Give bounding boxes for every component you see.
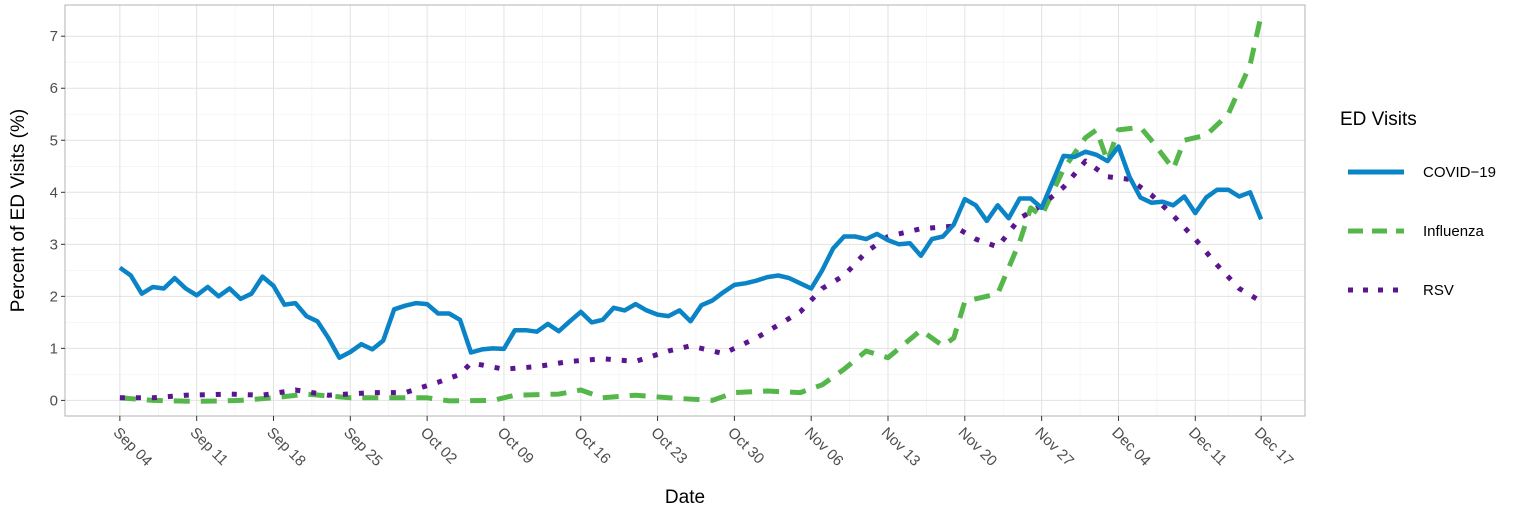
- series-line: [119, 158, 1263, 401]
- x-tick-label: Nov 27: [1031, 424, 1077, 470]
- legend-label: COVID−19: [1423, 164, 1496, 181]
- legend: ED Visits COVID−19 Influenza RSV: [1340, 109, 1496, 299]
- y-tick-label: 6: [50, 80, 58, 97]
- x-tick-label: Oct 30: [724, 424, 767, 467]
- x-tick-label: Nov 06: [801, 424, 847, 470]
- panel-border: [64, 4, 1306, 417]
- legend-label: Influenza: [1423, 223, 1485, 240]
- x-tick-label: Sep 11: [186, 424, 231, 469]
- x-tick-label: Dec 11: [1185, 424, 1230, 469]
- y-tick-label: 5: [50, 132, 58, 149]
- x-tick-label: Nov 13: [878, 424, 924, 470]
- x-tick-label: Sep 04: [110, 424, 156, 470]
- grid: [65, 5, 1305, 416]
- x-axis-title: Date: [665, 487, 705, 508]
- x-tick-label: Nov 20: [955, 424, 1001, 470]
- x-axis: Sep 04 Sep 11 Sep 18 Sep 25 Oct 02 Oct 09 Oct …: [110, 416, 1297, 470]
- x-tick-label: Dec 04: [1108, 424, 1154, 470]
- legend-label: RSV: [1423, 282, 1454, 299]
- y-tick-label: 7: [50, 28, 58, 45]
- x-tick-label: Sep 18: [263, 424, 309, 470]
- x-tick-label: Oct 09: [494, 424, 537, 467]
- x-tick-label: Oct 02: [417, 424, 460, 467]
- series-layer: [118, 14, 1264, 404]
- y-tick-label: 0: [50, 392, 58, 409]
- y-tick-label: 4: [50, 184, 58, 201]
- y-axis-title: Percent of ED Visits (%): [8, 109, 29, 312]
- x-tick-label: Oct 16: [571, 424, 614, 467]
- series-line: [119, 14, 1264, 404]
- y-tick-label: 3: [50, 236, 58, 253]
- y-tick-label: 1: [50, 340, 58, 357]
- x-tick-label: Oct 23: [647, 424, 690, 467]
- y-axis: 0 1 2 3 4 5 6 7: [50, 28, 65, 409]
- legend-title: ED Visits: [1340, 109, 1417, 130]
- series-line: [118, 144, 1264, 360]
- y-tick-label: 2: [50, 288, 58, 305]
- x-tick-label: Sep 25: [340, 424, 386, 470]
- x-tick-label: Dec 17: [1251, 424, 1297, 470]
